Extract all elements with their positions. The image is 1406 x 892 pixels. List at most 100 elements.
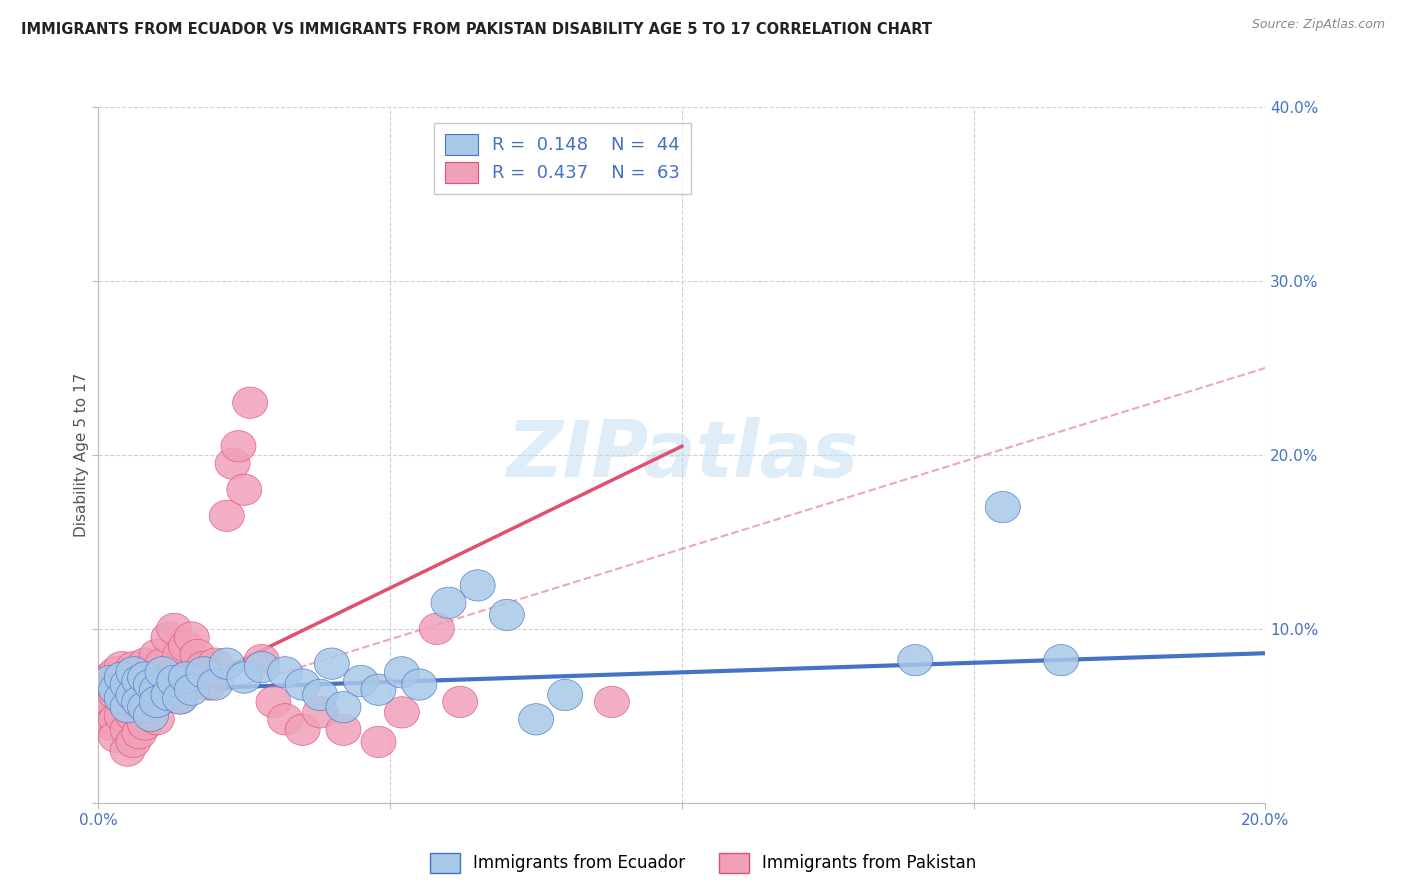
Ellipse shape [98, 721, 134, 752]
Ellipse shape [110, 669, 145, 700]
Ellipse shape [163, 682, 198, 714]
Ellipse shape [267, 704, 302, 735]
Ellipse shape [443, 686, 478, 717]
Ellipse shape [98, 674, 134, 706]
Ellipse shape [145, 682, 180, 714]
Ellipse shape [384, 657, 419, 688]
Ellipse shape [122, 686, 157, 717]
Ellipse shape [145, 648, 180, 680]
Ellipse shape [122, 691, 157, 723]
Ellipse shape [256, 686, 291, 717]
Ellipse shape [93, 662, 128, 693]
Ellipse shape [326, 714, 361, 746]
Ellipse shape [98, 657, 134, 688]
Ellipse shape [898, 645, 932, 676]
Ellipse shape [122, 657, 157, 688]
Ellipse shape [191, 669, 226, 700]
Ellipse shape [98, 704, 134, 735]
Ellipse shape [134, 686, 169, 717]
Ellipse shape [115, 674, 150, 706]
Ellipse shape [221, 431, 256, 462]
Ellipse shape [163, 682, 198, 714]
Ellipse shape [128, 648, 163, 680]
Ellipse shape [93, 686, 128, 717]
Ellipse shape [226, 662, 262, 693]
Ellipse shape [128, 691, 163, 723]
Ellipse shape [432, 587, 465, 618]
Ellipse shape [460, 570, 495, 601]
Ellipse shape [361, 674, 396, 706]
Ellipse shape [302, 680, 337, 711]
Ellipse shape [232, 387, 267, 418]
Ellipse shape [110, 691, 145, 723]
Ellipse shape [104, 651, 139, 682]
Ellipse shape [157, 657, 191, 688]
Ellipse shape [110, 682, 145, 714]
Ellipse shape [150, 622, 186, 653]
Ellipse shape [174, 662, 209, 693]
Ellipse shape [163, 640, 198, 671]
Ellipse shape [198, 648, 232, 680]
Ellipse shape [150, 680, 186, 711]
Text: Source: ZipAtlas.com: Source: ZipAtlas.com [1251, 18, 1385, 31]
Ellipse shape [104, 682, 139, 714]
Ellipse shape [128, 709, 163, 740]
Ellipse shape [186, 651, 221, 682]
Ellipse shape [139, 674, 174, 706]
Ellipse shape [285, 714, 321, 746]
Ellipse shape [226, 474, 262, 506]
Ellipse shape [215, 448, 250, 479]
Ellipse shape [285, 669, 321, 700]
Ellipse shape [986, 491, 1021, 523]
Ellipse shape [134, 669, 169, 700]
Ellipse shape [110, 662, 145, 693]
Ellipse shape [519, 704, 554, 735]
Ellipse shape [139, 686, 174, 717]
Ellipse shape [104, 662, 139, 693]
Ellipse shape [128, 680, 163, 711]
Ellipse shape [267, 657, 302, 688]
Ellipse shape [93, 709, 128, 740]
Ellipse shape [122, 717, 157, 749]
Legend: Immigrants from Ecuador, Immigrants from Pakistan: Immigrants from Ecuador, Immigrants from… [423, 847, 983, 880]
Ellipse shape [169, 662, 204, 693]
Ellipse shape [302, 697, 337, 728]
Ellipse shape [361, 726, 396, 757]
Ellipse shape [115, 726, 150, 757]
Ellipse shape [115, 651, 150, 682]
Ellipse shape [489, 599, 524, 631]
Ellipse shape [139, 704, 174, 735]
Ellipse shape [384, 697, 419, 728]
Ellipse shape [157, 613, 191, 645]
Ellipse shape [145, 657, 180, 688]
Ellipse shape [115, 657, 150, 688]
Ellipse shape [419, 613, 454, 645]
Ellipse shape [245, 651, 280, 682]
Ellipse shape [198, 669, 232, 700]
Ellipse shape [1043, 645, 1078, 676]
Ellipse shape [110, 735, 145, 766]
Ellipse shape [150, 665, 186, 697]
Ellipse shape [548, 680, 582, 711]
Ellipse shape [139, 674, 174, 706]
Ellipse shape [186, 657, 221, 688]
Ellipse shape [115, 680, 150, 711]
Text: ZIPatlas: ZIPatlas [506, 417, 858, 493]
Ellipse shape [115, 700, 150, 731]
Ellipse shape [104, 674, 139, 706]
Legend: R =  0.148    N =  44, R =  0.437    N =  63: R = 0.148 N = 44, R = 0.437 N = 63 [434, 123, 690, 194]
Text: IMMIGRANTS FROM ECUADOR VS IMMIGRANTS FROM PAKISTAN DISABILITY AGE 5 TO 17 CORRE: IMMIGRANTS FROM ECUADOR VS IMMIGRANTS FR… [21, 22, 932, 37]
Ellipse shape [122, 665, 157, 697]
Ellipse shape [169, 631, 204, 662]
Ellipse shape [110, 714, 145, 746]
Ellipse shape [180, 640, 215, 671]
Y-axis label: Disability Age 5 to 17: Disability Age 5 to 17 [75, 373, 89, 537]
Ellipse shape [326, 691, 361, 723]
Ellipse shape [245, 645, 280, 676]
Ellipse shape [134, 657, 169, 688]
Ellipse shape [209, 500, 245, 532]
Ellipse shape [343, 665, 378, 697]
Ellipse shape [169, 669, 204, 700]
Ellipse shape [402, 669, 437, 700]
Ellipse shape [128, 662, 163, 693]
